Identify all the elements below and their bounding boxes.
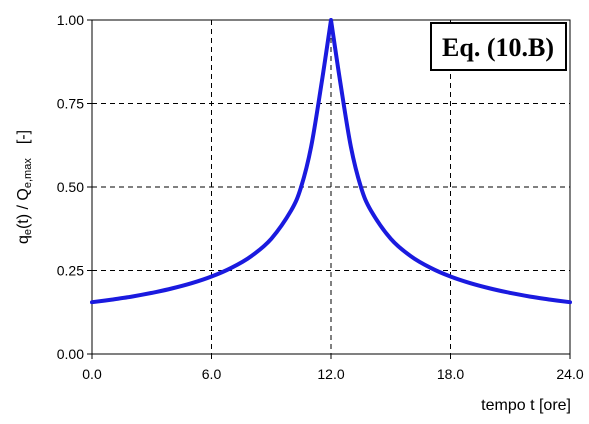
x-tick-label: 24.0: [556, 366, 583, 382]
series-line: [90, 18, 572, 305]
y-axis-ticks: 0.00 0.25 0.50 0.75 1.00: [57, 12, 92, 362]
y-axis-label: qe(t) / Qe,max[-]: [15, 130, 34, 244]
x-tick-label: 6.0: [202, 366, 222, 382]
y-tick-label: 0.00: [57, 346, 84, 362]
y-tick-label: 0.75: [57, 96, 84, 112]
x-axis-label: tempo t [ore]: [481, 397, 571, 414]
x-axis-ticks: 0.0 6.0 12.0 18.0 24.0: [82, 354, 584, 382]
x-tick-label: 0.0: [82, 366, 102, 382]
x-tick-label: 12.0: [317, 366, 344, 382]
x-tick-label: 18.0: [437, 366, 464, 382]
annotation-label: Eq. (10.B): [442, 33, 554, 62]
annotation-box: [430, 22, 567, 71]
grid: [92, 20, 570, 354]
y-tick-label: 0.25: [57, 263, 84, 279]
y-tick-label: 0.50: [57, 179, 84, 195]
y-tick-label: 1.00: [57, 12, 84, 28]
